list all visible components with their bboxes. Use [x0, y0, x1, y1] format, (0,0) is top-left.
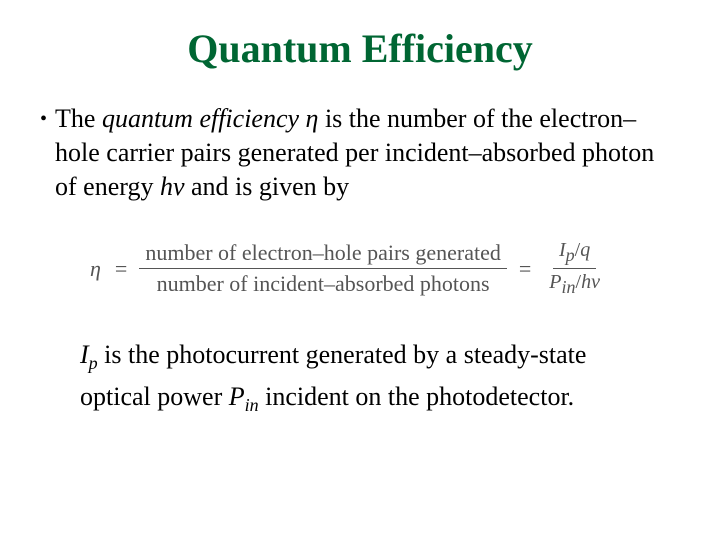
eq-frac2-den: Pin/hν [543, 269, 606, 298]
term-quantum-efficiency: quantum efficiency η [102, 104, 319, 133]
slide: Quantum Efficiency • The quantum efficie… [0, 0, 720, 540]
eq-equals-1: = [115, 256, 127, 282]
eq-fraction-symbols: Ip/q Pin/hν [543, 239, 606, 298]
eq-Pin-sub: in [562, 277, 576, 297]
eq-fraction-words: number of electron–hole pairs generated … [139, 240, 507, 297]
eq-Ip-I: I [559, 239, 566, 261]
eq-Pin-P: P [549, 271, 561, 293]
bullet-item: • The quantum efficiency η is the number… [40, 102, 670, 204]
eq-frac2-num: Ip/q [553, 239, 596, 269]
closing-text: Ip is the photocurrent generated by a st… [80, 338, 650, 422]
closing-I: I [80, 340, 89, 369]
closing-Psub: in [245, 395, 259, 415]
closing-Isub: p [89, 353, 98, 373]
slide-title: Quantum Efficiency [30, 25, 690, 72]
closing-mid2: incident on the photodetector. [259, 382, 575, 411]
eq-lhs: η [90, 256, 101, 282]
bullet-marker: • [40, 105, 47, 133]
eq-frac1-den: number of incident–absorbed photons [151, 269, 496, 297]
eq-equals-2: = [519, 256, 531, 282]
bullet-text: The quantum efficiency η is the number o… [55, 102, 670, 204]
eq-frac1-num: number of electron–hole pairs generated [139, 240, 507, 269]
closing-P: P [229, 382, 245, 411]
term-energy: hv [160, 172, 185, 201]
text-pre: The [55, 104, 102, 133]
eq-hv: hν [581, 271, 600, 293]
eq-Ip-sub: p [566, 245, 575, 265]
text-tail: and is given by [185, 172, 350, 201]
equation: η = number of electron–hole pairs genera… [90, 239, 690, 298]
eq-q: q [580, 239, 590, 261]
